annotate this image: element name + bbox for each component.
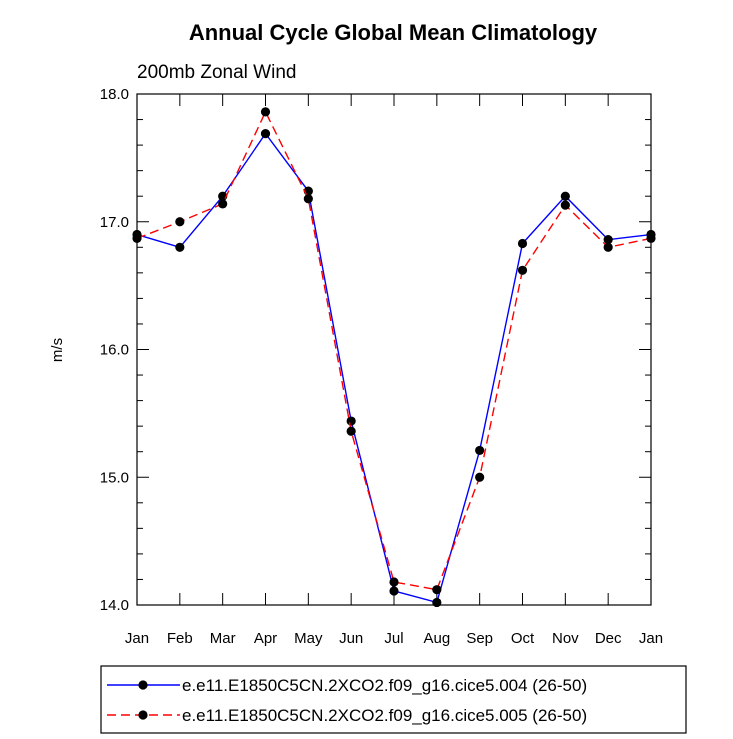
series-1-point-1 xyxy=(175,242,185,252)
series-1-point-6 xyxy=(389,586,399,596)
series-line-2 xyxy=(136,110,652,591)
series-2-point-1 xyxy=(175,217,185,227)
y-tick-label-1: 15.0 xyxy=(100,469,129,486)
series-2-point-2 xyxy=(218,199,228,209)
legend-label-2: e.e11.E1850C5CN.2XCO2.f09_g16.cice5.005 … xyxy=(182,706,587,725)
chart-subtitle: 200mb Zonal Wind xyxy=(137,62,296,83)
x-tick-label-aug-7: Aug xyxy=(423,630,450,647)
legend-label-1: e.e11.E1850C5CN.2XCO2.f09_g16.cice5.004 … xyxy=(182,676,587,695)
series-1-point-9 xyxy=(517,238,528,249)
x-tick-label-may-4: May xyxy=(294,630,323,647)
series-2-point-6 xyxy=(389,577,399,587)
legend-box xyxy=(100,665,687,734)
x-tick-label-jan-0: Jan xyxy=(125,630,149,647)
series-2-point-7 xyxy=(432,585,442,595)
x-tick-label-jul-6: Jul xyxy=(384,630,403,647)
legend: e.e11.E1850C5CN.2XCO2.f09_g16.cice5.004 … xyxy=(107,676,587,725)
series-1-point-5 xyxy=(346,416,356,426)
series-2-point-5 xyxy=(346,426,356,436)
series-1-point-8 xyxy=(475,445,485,456)
x-tick-label-jan-12: Jan xyxy=(639,630,663,647)
x-tick-label-dec-11: Dec xyxy=(595,630,622,647)
series-1 xyxy=(132,129,656,608)
y-tick-label-0: 14.0 xyxy=(100,597,129,614)
series-1-point-10 xyxy=(560,191,570,201)
series-1-point-3 xyxy=(260,129,271,139)
series-2-point-0 xyxy=(132,233,142,243)
legend-marker-1 xyxy=(138,680,148,690)
series-1-point-11 xyxy=(603,235,613,245)
legend-entry-2: e.e11.E1850C5CN.2XCO2.f09_g16.cice5.005 … xyxy=(107,706,587,725)
y-tick-labels: 14.0 15.0 16.0 17.0 18.0 xyxy=(100,86,129,614)
series-2-point-10 xyxy=(560,200,570,210)
series-line-1 xyxy=(136,132,652,604)
series-2-point-3 xyxy=(260,107,271,117)
series-2 xyxy=(132,107,656,595)
legend-entry-1: e.e11.E1850C5CN.2XCO2.f09_g16.cice5.004 … xyxy=(107,676,587,695)
y-axis-label: m/s xyxy=(49,338,66,362)
series-2-point-8 xyxy=(475,472,485,482)
chart-title: Annual Cycle Global Mean Climatology xyxy=(189,20,598,45)
x-tick-label-jun-5: Jun xyxy=(339,630,363,647)
series-1-point-7 xyxy=(432,597,442,608)
plot-frame xyxy=(136,93,652,606)
x-tick-label-oct-9: Oct xyxy=(511,630,535,647)
axis-ticks xyxy=(136,93,652,606)
series-2-point-11 xyxy=(603,242,613,252)
x-tick-label-nov-10: Nov xyxy=(552,630,579,647)
series-layer xyxy=(132,107,656,608)
series-2-point-12 xyxy=(646,233,656,243)
x-tick-label-mar-2: Mar xyxy=(210,630,236,647)
legend-marker-2 xyxy=(138,710,148,720)
x-tick-labels: Jan Feb Mar Apr May Jun Jul Aug Sep Oct Nov Dec Jan xyxy=(125,630,663,647)
series-2-point-9 xyxy=(517,265,528,275)
x-tick-label-feb-1: Feb xyxy=(167,630,193,647)
x-tick-label-sep-8: Sep xyxy=(466,630,493,647)
y-tick-label-2: 16.0 xyxy=(100,342,129,359)
series-2-point-4 xyxy=(303,194,313,204)
x-tick-label-apr-3: Apr xyxy=(254,630,277,647)
y-tick-label-3: 17.0 xyxy=(100,214,129,231)
y-tick-label-4: 18.0 xyxy=(100,86,129,103)
